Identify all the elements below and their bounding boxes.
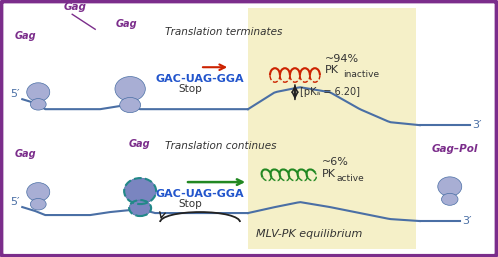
Text: Stop: Stop	[178, 199, 202, 209]
Text: ~94%: ~94%	[325, 54, 359, 64]
Text: GAC-UAG-GGA: GAC-UAG-GGA	[155, 189, 244, 199]
Text: Gag: Gag	[14, 31, 36, 41]
Ellipse shape	[115, 77, 145, 101]
Text: Translation terminates: Translation terminates	[165, 27, 282, 37]
Text: Stop: Stop	[178, 84, 202, 94]
Text: MLV-PK equilibrium: MLV-PK equilibrium	[256, 229, 363, 239]
Ellipse shape	[438, 177, 462, 196]
Text: GAC-UAG-GGA: GAC-UAG-GGA	[155, 74, 244, 84]
Text: PK: PK	[325, 65, 339, 75]
Text: 3′: 3′	[462, 216, 471, 226]
Ellipse shape	[120, 97, 140, 113]
Ellipse shape	[124, 178, 156, 204]
Text: PK: PK	[322, 169, 336, 179]
Bar	[248, 8, 416, 249]
Text: Gag: Gag	[63, 2, 86, 12]
Text: active: active	[337, 174, 365, 183]
Ellipse shape	[129, 200, 151, 216]
Text: ~6%: ~6%	[322, 157, 349, 167]
Text: Gag: Gag	[115, 19, 137, 29]
Text: [pKₐ = 6.20]: [pKₐ = 6.20]	[300, 87, 360, 97]
Ellipse shape	[30, 198, 46, 210]
Text: inactive: inactive	[343, 70, 379, 79]
Text: Gag–Pol: Gag–Pol	[432, 144, 478, 154]
Ellipse shape	[442, 193, 458, 205]
Text: 5′: 5′	[10, 89, 20, 99]
Text: Gag: Gag	[14, 149, 36, 159]
Text: 3′: 3′	[472, 120, 481, 130]
Text: Gag: Gag	[128, 139, 150, 149]
Ellipse shape	[30, 99, 46, 110]
Text: 5′: 5′	[10, 197, 20, 207]
Ellipse shape	[27, 83, 50, 102]
Text: Translation continues: Translation continues	[165, 141, 276, 151]
Ellipse shape	[27, 183, 50, 201]
